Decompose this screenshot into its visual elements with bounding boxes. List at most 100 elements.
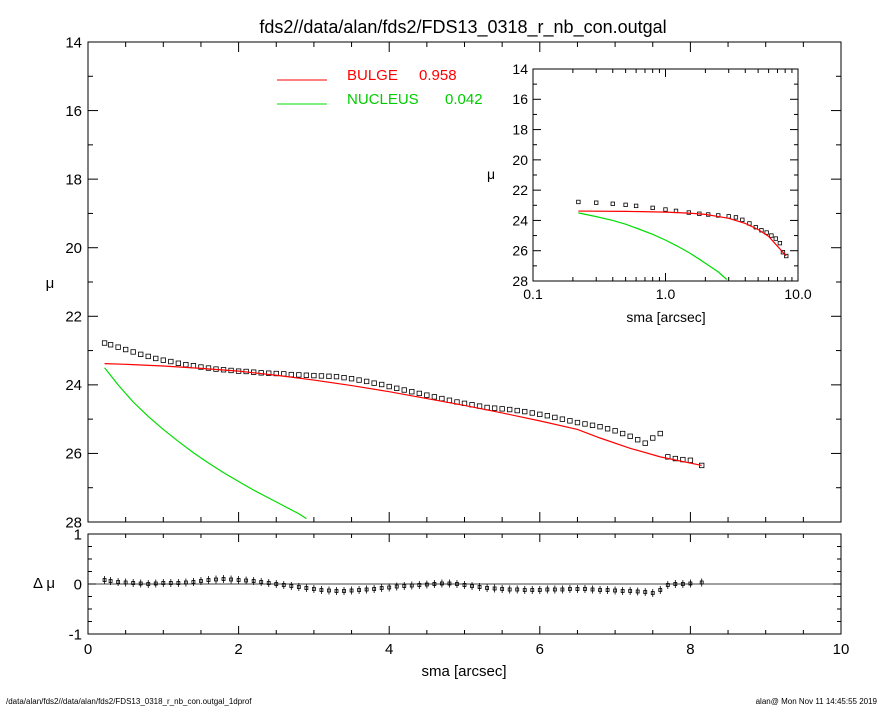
data-point — [160, 357, 166, 363]
data-point — [663, 207, 668, 212]
data-point — [522, 408, 528, 415]
data-point — [613, 588, 617, 593]
data-point — [605, 588, 610, 592]
data-point — [176, 581, 181, 585]
data-point — [183, 580, 188, 585]
main-y-axis-label: μ — [46, 275, 55, 292]
data-point — [575, 587, 580, 591]
data-point — [499, 406, 505, 412]
y-tick-label: 28 — [65, 514, 82, 531]
data-point — [537, 588, 542, 592]
data-point — [673, 582, 678, 586]
data-point — [485, 586, 489, 590]
data-point — [356, 377, 362, 383]
data-point — [627, 433, 633, 439]
data-point — [522, 588, 527, 592]
y-tick-label: 18 — [512, 121, 528, 137]
y-tick-label: 1 — [74, 526, 82, 543]
y-tick-label: 26 — [512, 243, 528, 259]
data-point — [349, 588, 354, 593]
series-line-bulge — [104, 363, 702, 467]
data-point — [610, 201, 615, 206]
data-point — [545, 587, 550, 592]
data-point — [394, 584, 399, 589]
data-point — [401, 387, 407, 393]
data-point — [244, 578, 249, 583]
data-point — [628, 589, 633, 593]
data-point — [123, 346, 129, 353]
data-point — [431, 394, 438, 400]
data-point — [576, 199, 581, 205]
data-point — [146, 582, 151, 586]
data-point — [108, 579, 113, 583]
data-point — [251, 579, 256, 583]
data-point — [529, 410, 535, 416]
data-point — [289, 584, 294, 588]
x-tick-label: 0.1 — [523, 286, 543, 302]
data-point — [477, 585, 482, 589]
data-point — [589, 422, 596, 428]
data-point — [364, 587, 369, 592]
y-tick-label: 0 — [74, 576, 82, 593]
data-point — [168, 581, 173, 585]
data-point — [175, 360, 182, 366]
x-tick-label: 10.0 — [784, 286, 811, 302]
data-point — [594, 200, 599, 205]
y-tick-label: 20 — [512, 152, 528, 168]
data-point — [288, 371, 294, 378]
data-point — [304, 586, 309, 590]
data-point — [769, 233, 774, 238]
data-point — [214, 577, 218, 582]
data-point — [107, 342, 114, 348]
y-tick-label: 28 — [512, 273, 528, 289]
data-point — [537, 411, 543, 417]
series-line-nucleus — [578, 212, 728, 280]
data-point — [552, 587, 557, 592]
data-point — [507, 406, 513, 413]
series-line-nucleus — [104, 367, 307, 520]
data-point — [205, 365, 212, 371]
data-point — [311, 587, 316, 591]
data-point — [131, 581, 136, 585]
y-tick-label: 22 — [512, 182, 528, 198]
y-tick-label: 26 — [65, 446, 82, 463]
y-tick-label: 20 — [65, 240, 82, 257]
y-tick-label: 14 — [512, 61, 528, 77]
data-point — [447, 581, 452, 586]
data-point — [199, 579, 203, 583]
data-point — [281, 583, 286, 587]
data-point — [348, 376, 355, 382]
data-point — [417, 583, 422, 587]
data-point — [206, 578, 211, 582]
data-point — [387, 585, 392, 590]
data-point — [432, 582, 437, 586]
legend-bulge-label: BULGE — [347, 67, 398, 84]
data-point — [672, 455, 678, 462]
data-point — [500, 587, 505, 591]
data-point — [303, 372, 310, 378]
data-point — [780, 250, 786, 255]
data-point — [183, 361, 189, 368]
data-point — [665, 454, 671, 460]
data-point — [491, 405, 498, 411]
data-point — [650, 435, 656, 441]
y-tick-label: -1 — [69, 626, 82, 643]
main-plot: 14 16 18 20 22 24 26 28 μ BULGE 0.958 NUCLEUS 0… — [46, 34, 842, 531]
data-point — [612, 428, 618, 434]
data-point — [357, 588, 361, 592]
data-point — [296, 585, 301, 589]
data-point — [341, 375, 347, 381]
data-point — [372, 587, 377, 591]
x-tick-label: 1.0 — [656, 286, 676, 302]
inset-x-axis-label: sma [arcsec] — [626, 309, 705, 325]
y-tick-label: 16 — [65, 103, 82, 120]
residual-plot: 0 2 4 6 8 10-101 Δ μ sma [arcsec] — [33, 526, 849, 680]
data-point — [168, 358, 174, 365]
inset-plot: 0.1 1.0 10.0 14 16 18 20 22 24 26 28 μ sma [arcsec… — [487, 61, 812, 325]
data-point — [598, 588, 602, 592]
data-point — [633, 203, 639, 209]
data-point — [191, 580, 196, 584]
data-point — [440, 581, 444, 586]
data-point — [342, 589, 346, 593]
